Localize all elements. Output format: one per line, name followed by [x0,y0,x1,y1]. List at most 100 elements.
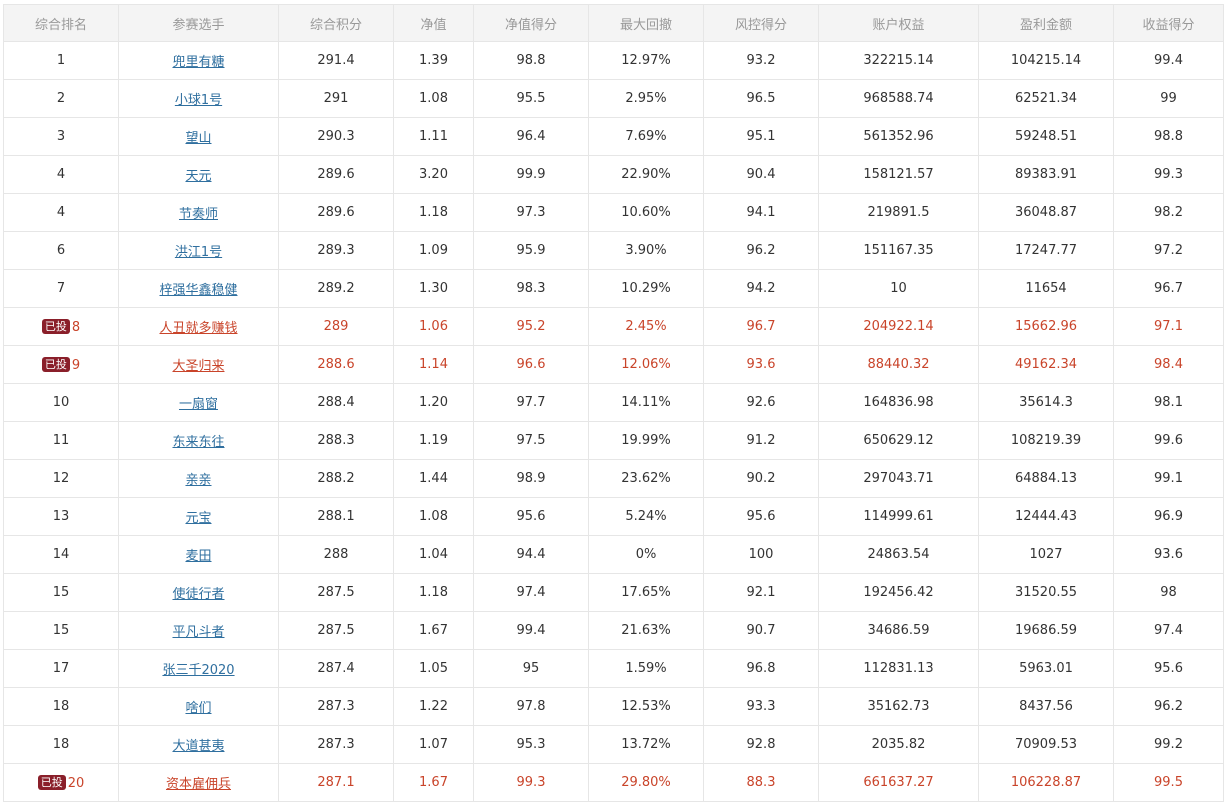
header-nav-score[interactable]: 净值得分 [473,4,589,42]
cell-score: 288.4 [278,383,394,422]
cell-profit: 108219.39 [978,421,1114,460]
player-link[interactable]: 张三千2020 [162,663,235,678]
rank-value: 20 [67,775,85,791]
cell-score: 290.3 [278,117,394,156]
player-link[interactable]: 梓强华鑫稳健 [159,283,238,298]
cell-score: 291 [278,79,394,118]
rank-value: 4 [56,205,66,220]
cell-player: 资本雇佣兵 [118,763,279,802]
cell-nav: 1.67 [393,611,474,650]
cell-equity: 10 [818,269,979,308]
cell-profit: 35614.3 [978,383,1114,422]
cell-rank: 15 [3,611,119,650]
table-row: 15 使徒行者 287.5 1.18 97.4 17.65% 92.1 192456.42 31… [3,573,1224,612]
header-rank[interactable]: 综合排名 [3,4,119,42]
cell-score: 288.1 [278,497,394,536]
cell-return-score: 99.3 [1113,155,1224,194]
cell-risk-score: 95.1 [703,117,819,156]
player-link[interactable]: 望山 [185,131,212,146]
player-link[interactable]: 人丑就多赚钱 [159,321,238,336]
player-link[interactable]: 元宝 [185,511,212,526]
cell-profit: 31520.55 [978,573,1114,612]
player-link[interactable]: 平凡斗者 [172,625,225,640]
cell-nav-score: 97.7 [473,383,589,422]
table-row: 12 亲亲 288.2 1.44 98.9 23.62% 90.2 297043.71 6488… [3,459,1224,498]
player-link[interactable]: 麦田 [185,549,212,564]
cell-drawdown: 23.62% [588,459,704,498]
cell-rank: 12 [3,459,119,498]
cell-nav-score: 97.4 [473,573,589,612]
header-equity[interactable]: 账户权益 [818,4,979,42]
cell-equity: 192456.42 [818,573,979,612]
cell-rank: 18 [3,687,119,726]
cell-score: 287.4 [278,649,394,688]
header-return-score[interactable]: 收益得分 [1113,4,1224,42]
ranking-table: 综合排名 参赛选手 综合积分 净值 净值得分 最大回撤 风控得分 账户权益 盈利… [3,4,1224,802]
cell-drawdown: 19.99% [588,421,704,460]
cell-drawdown: 12.06% [588,345,704,384]
cell-equity: 204922.14 [818,307,979,346]
cell-return-score: 97.1 [1113,307,1224,346]
player-link[interactable]: 节奏师 [178,207,218,222]
cell-nav-score: 99.9 [473,155,589,194]
cell-score: 287.3 [278,725,394,764]
player-link[interactable]: 东来东往 [172,435,225,450]
cell-drawdown: 22.90% [588,155,704,194]
table-row: 18 啥们 287.3 1.22 97.8 12.53% 93.3 35162.73 8437.… [3,687,1224,726]
cell-profit: 89383.91 [978,155,1114,194]
player-link[interactable]: 洪江1号 [174,245,223,260]
header-player[interactable]: 参赛选手 [118,4,279,42]
player-link[interactable]: 大道甚夷 [172,739,225,754]
cell-nav-score: 96.6 [473,345,589,384]
player-link[interactable]: 资本雇佣兵 [165,777,231,792]
header-drawdown[interactable]: 最大回撤 [588,4,704,42]
cell-drawdown: 29.80% [588,763,704,802]
cell-return-score: 99.6 [1113,421,1224,460]
cell-nav: 1.18 [393,573,474,612]
cell-equity: 219891.5 [818,193,979,232]
cell-profit: 70909.53 [978,725,1114,764]
cell-equity: 88440.32 [818,345,979,384]
cell-nav: 3.20 [393,155,474,194]
player-link[interactable]: 一扇窗 [178,397,218,412]
cell-nav-score: 95.2 [473,307,589,346]
cell-score: 288.3 [278,421,394,460]
player-link[interactable]: 亲亲 [185,473,212,488]
cell-nav: 1.39 [393,41,474,80]
rank-value: 9 [71,357,81,373]
cell-return-score: 98.4 [1113,345,1224,384]
cell-risk-score: 93.3 [703,687,819,726]
cell-player: 节奏师 [118,193,279,232]
cell-nav: 1.08 [393,497,474,536]
player-link[interactable]: 使徒行者 [172,587,225,602]
table-row: 3 望山 290.3 1.11 96.4 7.69% 95.1 561352.96 59248.… [3,117,1224,156]
cell-return-score: 98.1 [1113,383,1224,422]
rank-value: 17 [52,661,70,676]
rank-value: 6 [56,243,66,258]
player-link[interactable]: 小球1号 [174,93,223,108]
player-link[interactable]: 啥们 [185,701,212,716]
table-row: 4 天元 289.6 3.20 99.9 22.90% 90.4 158121.57 89383… [3,155,1224,194]
rank-value: 10 [52,395,70,410]
cell-score: 287.3 [278,687,394,726]
header-score[interactable]: 综合积分 [278,4,394,42]
cell-equity: 24863.54 [818,535,979,574]
cell-nav: 1.06 [393,307,474,346]
cell-risk-score: 95.6 [703,497,819,536]
cell-drawdown: 10.29% [588,269,704,308]
table-row: 2 小球1号 291 1.08 95.5 2.95% 96.5 968588.74 62521.… [3,79,1224,118]
header-nav[interactable]: 净值 [393,4,474,42]
cell-drawdown: 10.60% [588,193,704,232]
player-link[interactable]: 大圣归来 [172,359,225,374]
cell-nav-score: 99.4 [473,611,589,650]
cell-equity: 2035.82 [818,725,979,764]
header-profit[interactable]: 盈利金额 [978,4,1114,42]
header-risk-score[interactable]: 风控得分 [703,4,819,42]
cell-nav-score: 95.9 [473,231,589,270]
cell-risk-score: 96.7 [703,307,819,346]
table-row: 11 东来东往 288.3 1.19 97.5 19.99% 91.2 650629.12 10… [3,421,1224,460]
player-link[interactable]: 天元 [185,169,212,184]
cell-nav: 1.18 [393,193,474,232]
cell-profit: 49162.34 [978,345,1114,384]
player-link[interactable]: 兜里有糖 [172,55,225,70]
